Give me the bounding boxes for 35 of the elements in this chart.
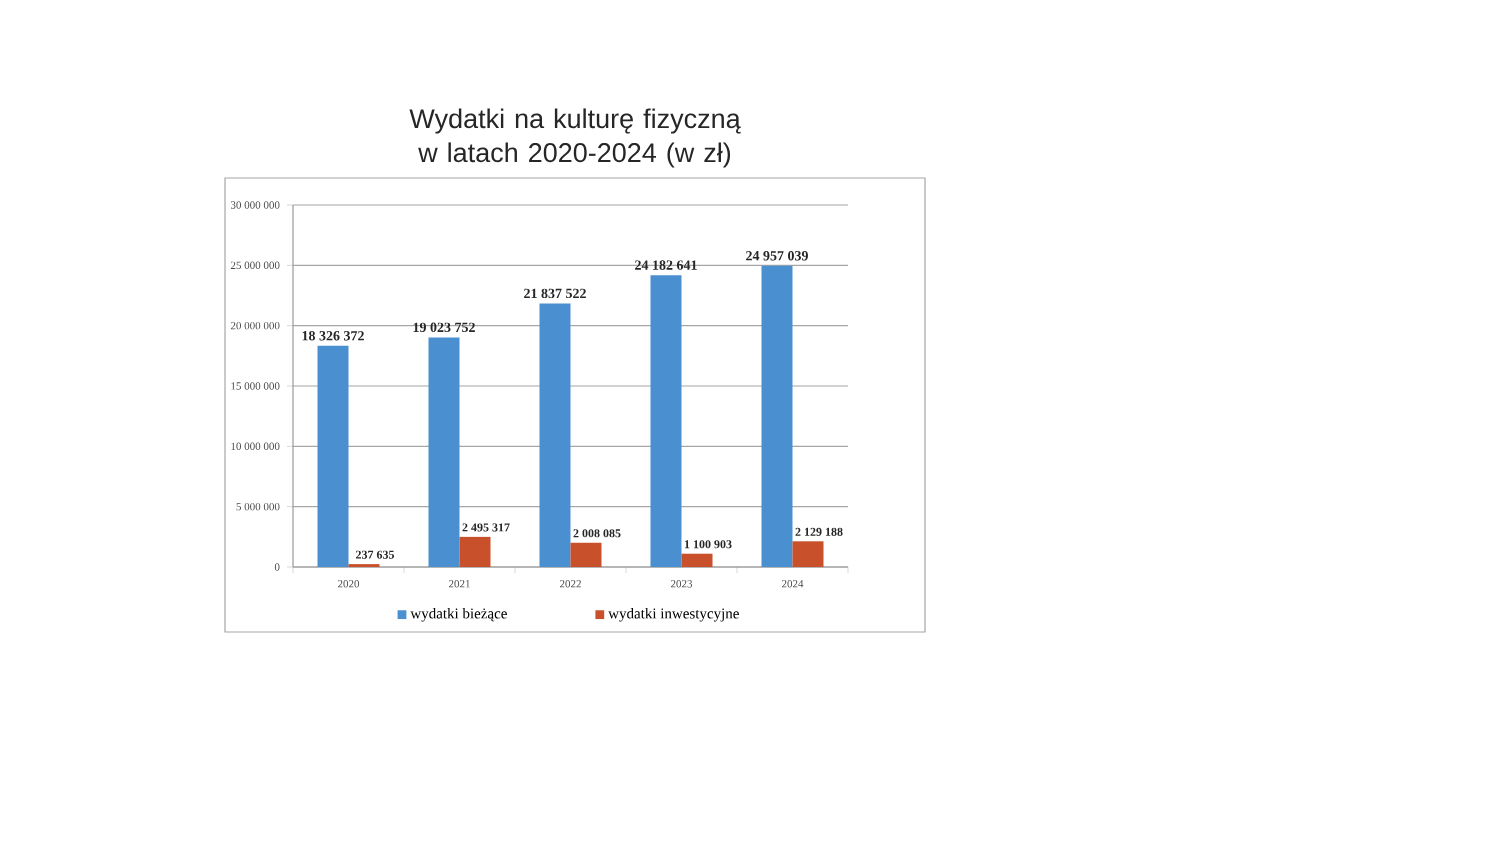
- bar: [792, 541, 824, 567]
- y-tick-label: 20 000 000: [230, 321, 280, 330]
- bar: [681, 553, 713, 567]
- data-label: 24 957 039: [746, 250, 808, 261]
- x-tick-label: 2021: [448, 580, 470, 588]
- bar: [650, 275, 682, 567]
- bar: [317, 345, 349, 567]
- bar: [428, 337, 460, 567]
- bar: [348, 564, 380, 567]
- data-label: 1 100 903: [684, 540, 732, 549]
- data-label: 2 129 188: [795, 527, 843, 536]
- y-tick-label: 15 000 000: [231, 382, 280, 390]
- data-label: 19 023 752: [413, 322, 475, 333]
- legend-label: wydatki bieżące: [410, 607, 507, 622]
- data-label: 24 182 641: [635, 260, 697, 270]
- bar: [539, 303, 571, 567]
- data-label: 237 635: [356, 550, 395, 559]
- x-tick-label: 2020: [337, 580, 360, 588]
- bar: [459, 536, 491, 567]
- bar: [570, 542, 602, 567]
- data-label: 21 837 522: [524, 288, 586, 299]
- data-label: 18 326 372: [302, 330, 364, 341]
- legend-label: wydatki inwestycyjne: [608, 607, 739, 622]
- bar: [761, 265, 793, 567]
- data-label: 2 495 317: [462, 523, 510, 532]
- y-tick-label: 25 000 000: [230, 261, 280, 270]
- y-tick-label: 30 000 000: [230, 201, 280, 209]
- y-tick-label: 0: [274, 563, 280, 571]
- data-label: 2 008 085: [573, 529, 621, 538]
- x-tick-label: 2023: [670, 580, 693, 588]
- y-tick-label: 5 000 000: [236, 502, 280, 511]
- x-tick-label: 2022: [559, 580, 581, 588]
- x-tick-label: 2024: [781, 580, 804, 588]
- y-tick-label: 10 000 000: [231, 442, 280, 451]
- chart-title: Wydatki na kulturę fizyczną w latach 2020-2024 (w zł): [409, 108, 741, 168]
